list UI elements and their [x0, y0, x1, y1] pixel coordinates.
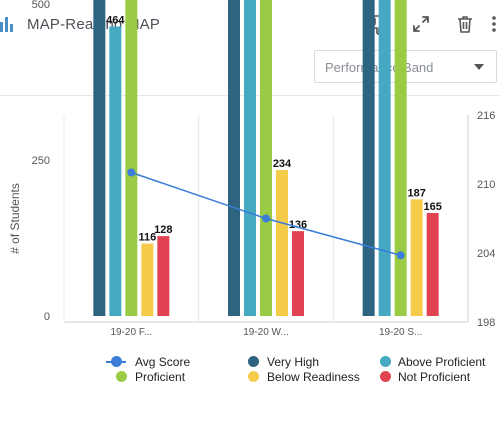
y2-tick-label: 204 — [477, 248, 495, 260]
data-label: 128 — [154, 224, 172, 236]
bar — [93, 0, 106, 316]
bar — [394, 0, 407, 317]
x-tick-label: 19-20 S... — [379, 327, 422, 338]
more-vertical-icon[interactable] — [488, 12, 500, 36]
bar — [276, 169, 288, 316]
trash-icon[interactable] — [453, 12, 477, 36]
y-axis-title: # of Students — [8, 183, 22, 254]
bar — [292, 231, 304, 316]
y2-tick-label: 216 — [477, 110, 495, 122]
bar — [426, 213, 439, 316]
bar-chart-icon — [0, 14, 16, 34]
data-label: 464 — [106, 14, 125, 26]
bar — [260, 0, 272, 316]
y2-tick-label: 198 — [477, 317, 495, 329]
bar — [125, 0, 138, 316]
x-tick-label: 19-20 F... — [110, 327, 152, 338]
y-tick-label: 500 — [32, 0, 50, 11]
avg-score-point — [396, 251, 405, 260]
bar — [362, 0, 375, 316]
expand-icon[interactable] — [409, 12, 433, 36]
data-label: 234 — [273, 158, 292, 170]
bar — [141, 243, 154, 316]
data-label: 187 — [407, 187, 425, 199]
y-tick-label: 250 — [32, 155, 50, 167]
y2-tick-label: 210 — [477, 179, 495, 191]
avg-score-point — [262, 214, 270, 223]
data-label: 116 — [138, 232, 156, 244]
data-label: 165 — [423, 201, 441, 213]
bar — [157, 236, 170, 316]
x-tick-label: 19-20 W... — [243, 327, 289, 338]
chevron-down-icon — [474, 64, 484, 70]
bar — [410, 199, 423, 316]
bar — [244, 0, 256, 316]
y-tick-label: 0 — [44, 311, 50, 323]
bar — [228, 0, 240, 316]
avg-score-point — [127, 168, 136, 177]
bar — [109, 26, 122, 317]
bar — [378, 0, 391, 316]
